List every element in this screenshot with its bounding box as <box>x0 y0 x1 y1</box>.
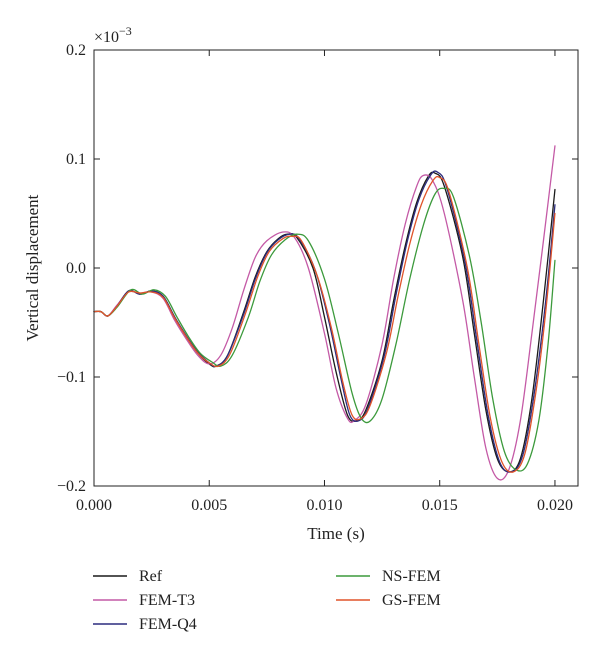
series-line-ref <box>93 171 556 473</box>
multiplier-exponent: −3 <box>119 24 132 38</box>
legend: Ref FEM-T3 FEM-Q4 NS-FEM GS-FEM <box>93 568 441 633</box>
x-axis-label: Time (s) <box>307 524 364 543</box>
series-line-gs-fem <box>93 175 556 473</box>
series-line-fem-t3 <box>93 145 556 481</box>
plot-frame <box>93 49 579 487</box>
y-axis-label: Vertical displacement <box>23 194 42 341</box>
legend-label-ns-fem: NS-FEM <box>382 568 441 585</box>
multiplier-base: ×10 <box>94 29 119 46</box>
legend-label-ref: Ref <box>139 568 163 585</box>
x-tick-label: 0.015 <box>422 497 458 514</box>
y-tick-label: −0.1 <box>57 369 86 386</box>
x-tick-label: 0.020 <box>537 497 573 514</box>
series-line-ns-fem <box>93 187 556 472</box>
y-tick-label: 0.2 <box>66 42 86 59</box>
x-tick-label: 0.000 <box>76 497 112 514</box>
x-tick-label: 0.010 <box>306 497 342 514</box>
series-layer <box>93 145 556 481</box>
legend-label-fem-t3: FEM-T3 <box>139 592 195 609</box>
series-line-fem-q4 <box>93 170 556 473</box>
legend-label-fem-q4: FEM-Q4 <box>139 616 197 633</box>
y-tick-label: 0.0 <box>66 260 86 277</box>
x-tick-label: 0.005 <box>191 497 227 514</box>
y-tick-label: −0.2 <box>57 478 86 495</box>
y-tick-label: 0.1 <box>66 151 86 168</box>
y-axis: −0.2 −0.1 0.0 0.1 0.2 <box>57 42 578 495</box>
legend-label-gs-fem: GS-FEM <box>382 592 441 609</box>
y-axis-multiplier: ×10−3 <box>94 24 132 46</box>
x-axis: 0.000 0.005 0.010 0.015 0.020 <box>76 50 573 514</box>
